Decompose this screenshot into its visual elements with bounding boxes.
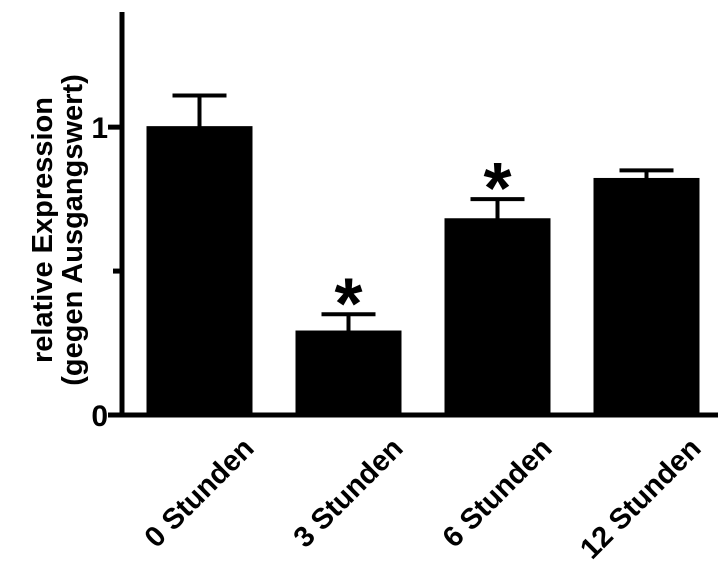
x-category-label: 3 Stunden [288, 432, 410, 554]
y-ticks: 01 [91, 112, 122, 433]
y-axis-title-line-1: relative Expression [27, 97, 59, 363]
bar [595, 179, 699, 415]
bar [446, 219, 550, 415]
y-axis-title: relative Expression (gegen Ausgangswert) [27, 74, 89, 386]
bars: ** [148, 95, 699, 415]
x-category-labels: 0 Stunden 3 Stunden 6 Stunden 12 Stunden [139, 432, 708, 565]
y-tick-label: 1 [91, 112, 108, 145]
significance-marker: * [334, 264, 362, 344]
x-category-label: 6 Stunden [437, 432, 559, 554]
x-category-label: 12 Stunden [574, 432, 707, 565]
significance-marker: * [483, 149, 511, 229]
bar [148, 127, 252, 415]
y-tick-label: 0 [91, 400, 108, 433]
x-category-label: 0 Stunden [139, 432, 261, 554]
y-axis-title-line-2: (gegen Ausgangswert) [57, 74, 89, 386]
